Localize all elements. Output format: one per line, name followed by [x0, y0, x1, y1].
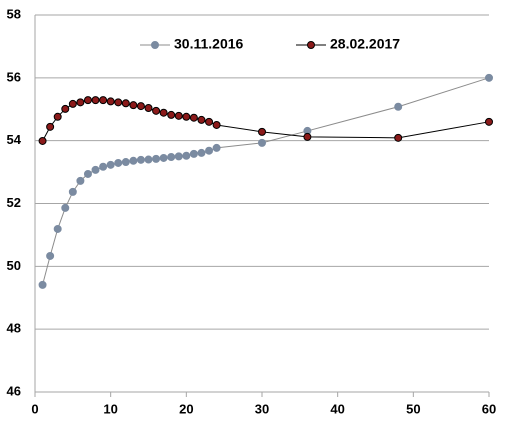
data-point: [174, 152, 183, 161]
data-point: [152, 154, 161, 163]
x-tick-label: 40: [330, 401, 344, 416]
data-point: [53, 224, 62, 233]
data-point: [129, 101, 138, 110]
y-tick-label: 50: [7, 258, 21, 273]
y-tick-label: 48: [7, 321, 21, 336]
series-line: [42, 99, 490, 142]
x-tick-label: 50: [406, 401, 420, 416]
data-point: [174, 111, 183, 120]
data-point: [129, 156, 138, 165]
data-point: [258, 138, 266, 147]
data-point: [258, 127, 266, 136]
data-point: [205, 117, 214, 126]
data-point: [121, 99, 130, 108]
data-point: [99, 162, 108, 171]
data-point: [303, 132, 312, 141]
data-point: [91, 165, 100, 174]
data-point: [144, 103, 153, 112]
data-point: [114, 98, 123, 107]
y-tick-label: 52: [7, 195, 21, 210]
data-point: [106, 160, 115, 169]
y-tick-label: 46: [7, 383, 21, 398]
data-point: [212, 120, 221, 129]
data-point: [38, 136, 47, 145]
x-tick-label: 60: [482, 401, 496, 416]
data-point: [91, 96, 100, 105]
data-point: [83, 169, 92, 178]
data-point: [99, 96, 108, 105]
legend-label: 28.02.2017: [330, 36, 400, 52]
data-point: [68, 187, 77, 196]
data-point: [485, 117, 493, 126]
data-point: [189, 149, 198, 158]
data-point: [182, 151, 191, 160]
data-point: [182, 112, 191, 121]
data-point: [106, 97, 115, 106]
data-point: [189, 113, 198, 122]
data-point: [197, 148, 206, 157]
data-point: [144, 155, 153, 164]
data-point: [159, 108, 168, 117]
data-point: [394, 102, 403, 111]
data-point: [76, 98, 85, 107]
data-point: [61, 104, 70, 113]
data-point: [167, 110, 176, 119]
data-point: [212, 143, 221, 152]
data-point: [46, 122, 55, 131]
series-line: [42, 77, 490, 285]
data-point: [46, 251, 55, 260]
data-point: [61, 203, 70, 212]
legend-marker: [151, 41, 159, 49]
data-point: [197, 115, 206, 124]
legend-marker: [307, 41, 315, 49]
data-point: [136, 155, 145, 164]
x-tick-label: 10: [103, 401, 117, 416]
data-point: [38, 280, 47, 289]
y-tick-label: 54: [7, 132, 22, 147]
data-point: [485, 73, 493, 82]
data-point: [205, 146, 214, 155]
x-tick-label: 20: [179, 401, 193, 416]
legend: 30.11.2016 28.02.2017: [140, 36, 400, 52]
data-point: [53, 112, 62, 121]
x-tick-label: 30: [255, 401, 269, 416]
data-point: [114, 158, 123, 167]
y-tick-label: 58: [7, 6, 21, 21]
y-tick-label: 56: [7, 69, 21, 84]
data-point: [83, 96, 92, 105]
data-point: [76, 176, 85, 185]
legend-label: 30.11.2016: [174, 36, 244, 52]
data-point: [68, 99, 77, 108]
data-point: [394, 133, 403, 142]
data-point: [121, 158, 130, 167]
data-point: [167, 153, 176, 162]
data-point: [152, 106, 161, 115]
data-point: [136, 102, 145, 111]
data-point: [159, 153, 168, 162]
x-tick-label: 0: [31, 401, 38, 416]
